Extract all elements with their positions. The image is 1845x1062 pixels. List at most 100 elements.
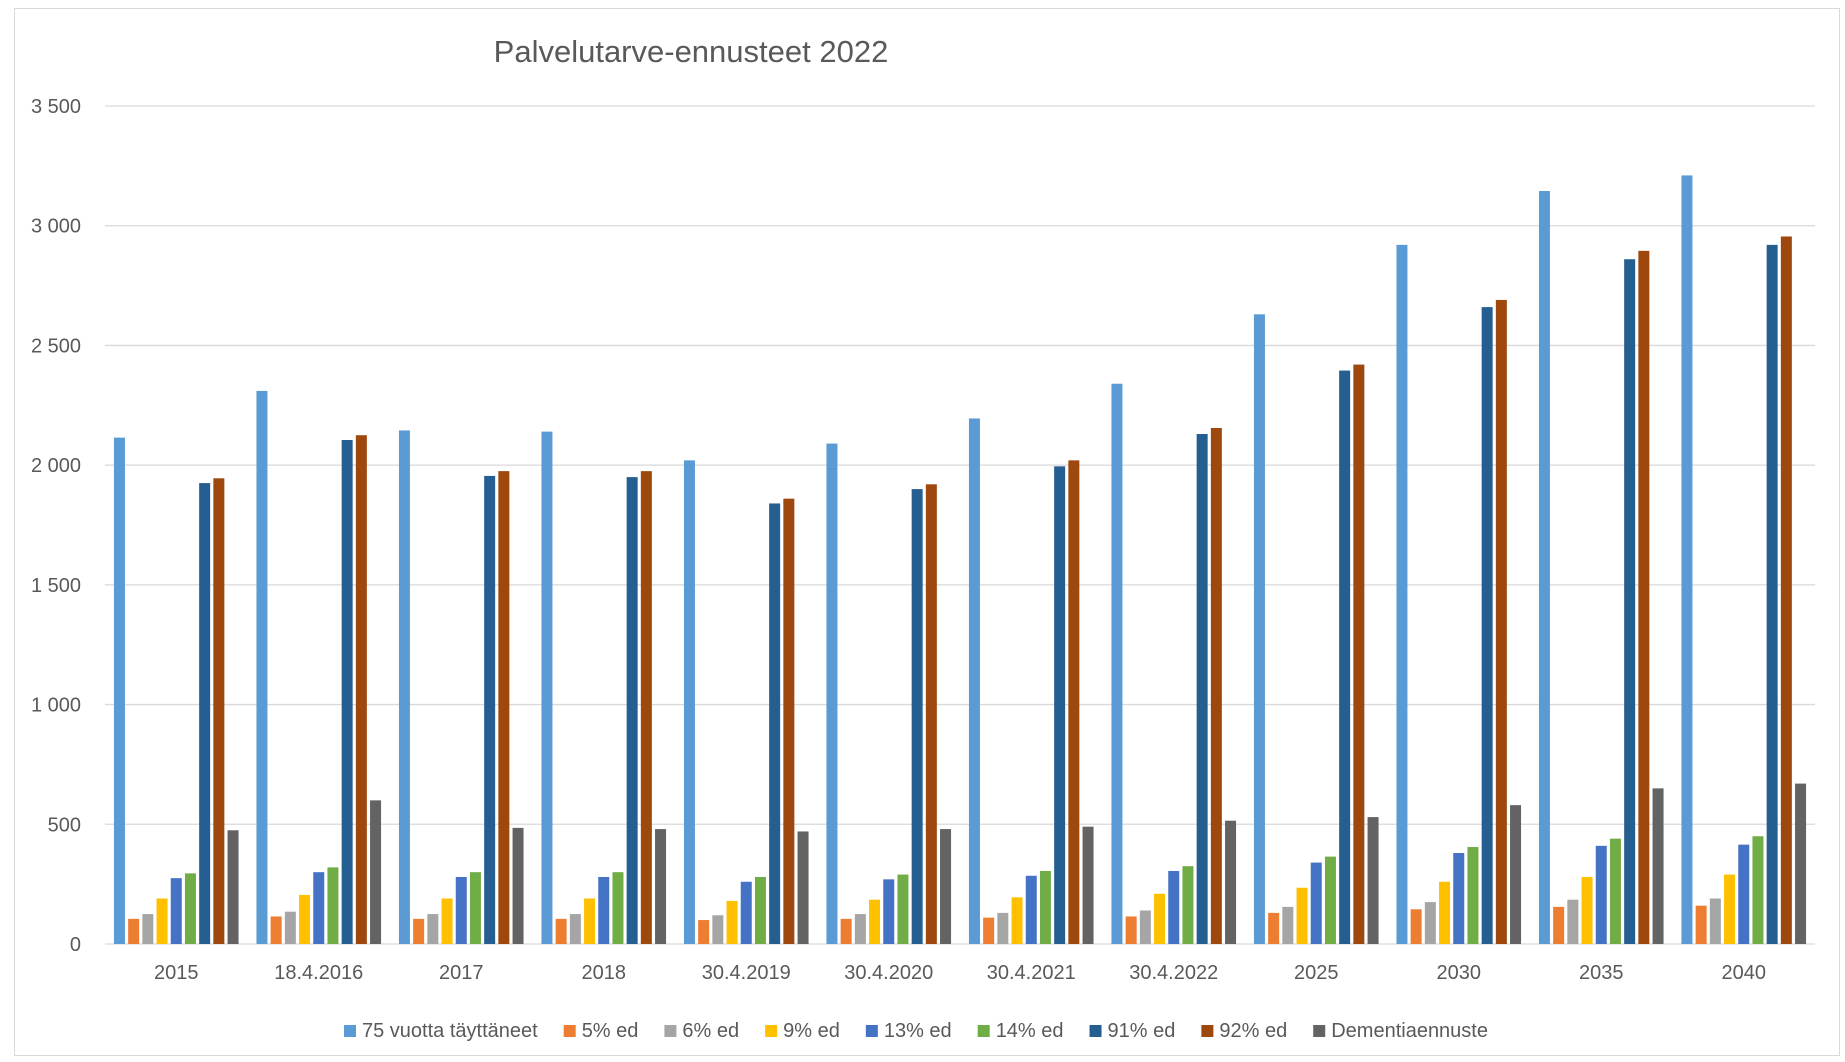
bar <box>1025 875 1037 944</box>
x-tick-label: 30.4.2022 <box>1129 962 1218 984</box>
legend-swatch <box>765 1025 778 1037</box>
legend-swatch <box>1201 1025 1214 1037</box>
y-tick-label: 2 000 <box>31 455 81 477</box>
bar <box>1766 244 1778 944</box>
bar <box>1296 887 1308 944</box>
y-tick-label: 3 000 <box>31 216 81 238</box>
legend-label: 5% ed <box>582 1020 639 1042</box>
bar <box>655 829 667 944</box>
bar <box>1638 250 1650 945</box>
x-tick-label: 2015 <box>154 962 199 984</box>
bar <box>1282 906 1294 944</box>
bar <box>227 830 239 944</box>
bar <box>1125 916 1137 944</box>
x-tick-label: 18.4.2016 <box>274 962 363 984</box>
bar <box>626 477 638 944</box>
bar <box>598 876 610 944</box>
x-tick-label: 2035 <box>1579 962 1624 984</box>
bar <box>1780 236 1792 944</box>
bar <box>1310 862 1322 944</box>
x-tick-label: 30.4.2019 <box>702 962 791 984</box>
bar <box>1595 845 1607 944</box>
bar <box>1182 866 1194 944</box>
legend-swatch <box>664 1025 677 1037</box>
legend-item: 6% ed <box>664 1020 739 1042</box>
bar <box>1154 893 1166 944</box>
bar <box>170 878 182 944</box>
bar <box>1724 874 1736 944</box>
bar <box>128 918 140 944</box>
bar <box>783 498 795 944</box>
bar <box>1538 190 1550 945</box>
bar <box>897 874 909 944</box>
bar <box>983 917 995 944</box>
bar <box>797 831 809 944</box>
bar <box>997 912 1009 944</box>
bar <box>1652 788 1664 944</box>
legend-label: 91% ed <box>1108 1020 1176 1042</box>
chart-frame: Palvelutarve-ennusteet 2022 0 500 1 000 1 5… <box>14 8 1840 1056</box>
bar <box>355 435 367 944</box>
bar-chart: Palvelutarve-ennusteet 2022 0 500 1 000 1 5… <box>31 34 1815 1042</box>
y-axis-tick-labels: 0 500 1 000 1 500 2 000 2 500 3 000 3 500 <box>31 96 81 956</box>
legend-label: 9% ed <box>783 1020 840 1042</box>
bar <box>769 503 781 944</box>
legend-swatch <box>865 1025 878 1037</box>
bar <box>555 918 567 944</box>
bar <box>1481 307 1493 944</box>
legend-swatch <box>977 1025 990 1037</box>
bar <box>484 475 496 944</box>
bar <box>1510 805 1522 944</box>
y-tick-label: 3 500 <box>31 96 81 118</box>
legend-item: 75 vuotta täyttäneet <box>344 1020 538 1042</box>
bar <box>498 471 510 944</box>
bar <box>1168 870 1180 944</box>
bar <box>869 899 881 944</box>
bar <box>940 829 952 944</box>
bar <box>726 900 738 944</box>
x-tick-label: 2018 <box>582 962 627 984</box>
bar <box>968 418 980 944</box>
x-tick-label: 2030 <box>1437 962 1482 984</box>
bar <box>911 489 923 944</box>
chart-title: Palvelutarve-ennusteet 2022 <box>494 34 889 69</box>
bar <box>1111 383 1123 944</box>
bar <box>854 914 866 944</box>
legend-label: 92% ed <box>1219 1020 1287 1042</box>
legend-swatch <box>563 1025 576 1037</box>
bar <box>270 916 282 944</box>
bar <box>541 431 553 944</box>
bar <box>1624 259 1636 945</box>
legend-swatch <box>344 1025 356 1037</box>
bar <box>413 918 425 944</box>
bar <box>1054 466 1066 944</box>
bar <box>256 390 268 944</box>
bar <box>156 898 168 944</box>
x-tick-label: 2040 <box>1722 962 1767 984</box>
legend-item: 91% ed <box>1089 1020 1176 1042</box>
bar <box>1367 817 1379 944</box>
bar <box>1752 836 1764 944</box>
legend-item: 9% ed <box>765 1020 840 1042</box>
y-tick-label: 0 <box>70 934 81 956</box>
bar <box>612 872 624 944</box>
x-tick-label: 2025 <box>1294 962 1339 984</box>
legend-item: 14% ed <box>977 1020 1064 1042</box>
legend-item: 5% ed <box>563 1020 639 1042</box>
bars <box>113 175 1807 945</box>
bar <box>1553 906 1565 944</box>
bar <box>1609 838 1621 944</box>
bar <box>840 918 852 944</box>
bar <box>1225 820 1237 944</box>
legend-swatch <box>1089 1025 1102 1037</box>
y-tick-label: 500 <box>48 814 81 836</box>
bar <box>299 894 311 944</box>
bar <box>740 881 752 944</box>
bar <box>1011 897 1023 944</box>
bar <box>1581 876 1593 944</box>
bar <box>427 914 439 944</box>
x-tick-label: 30.4.2021 <box>987 962 1076 984</box>
bar <box>1439 881 1451 944</box>
bar <box>1795 783 1807 944</box>
bar <box>1268 912 1280 944</box>
